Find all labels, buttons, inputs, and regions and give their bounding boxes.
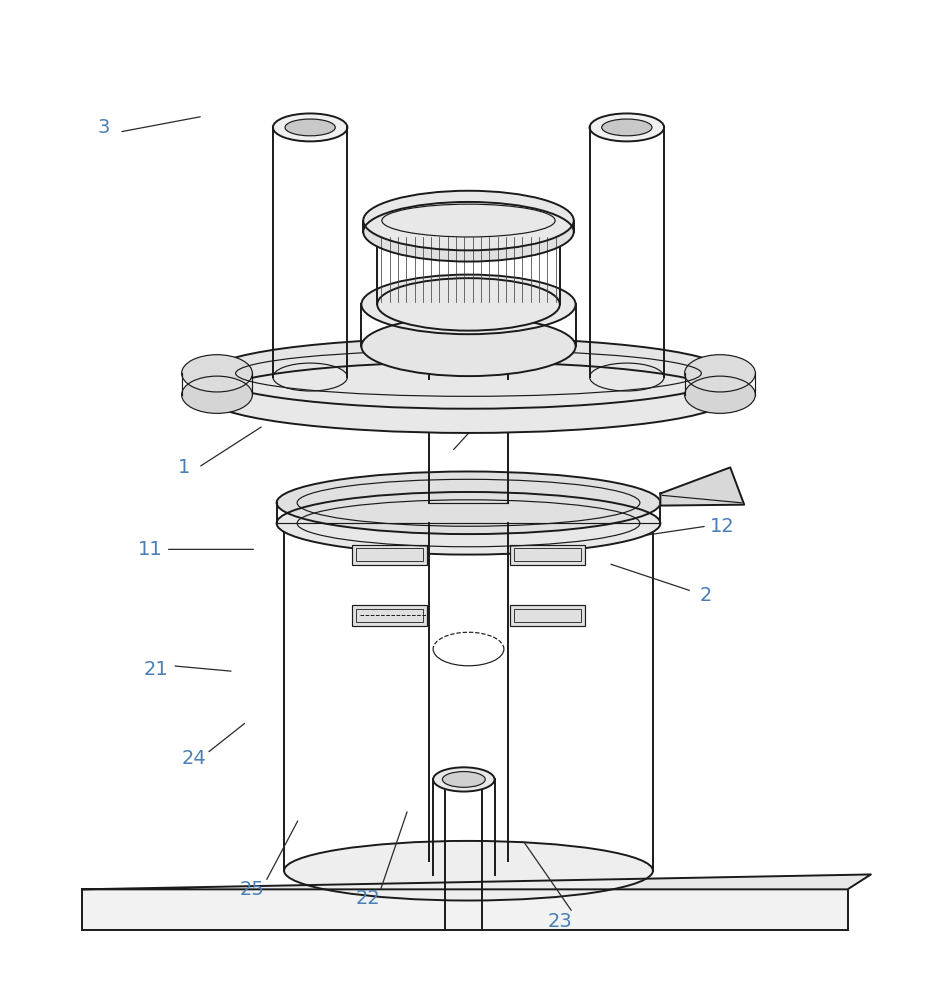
Ellipse shape	[182, 376, 252, 413]
Ellipse shape	[442, 772, 485, 787]
Ellipse shape	[272, 113, 347, 141]
Ellipse shape	[284, 841, 652, 901]
Ellipse shape	[363, 191, 573, 250]
Ellipse shape	[363, 202, 573, 262]
Ellipse shape	[208, 362, 728, 433]
Bar	[510, 605, 584, 626]
Text: 24: 24	[182, 749, 206, 768]
Bar	[510, 545, 584, 565]
Text: 11: 11	[138, 540, 162, 559]
Bar	[352, 605, 426, 626]
Ellipse shape	[684, 355, 754, 392]
Text: 1: 1	[178, 458, 190, 477]
Bar	[352, 545, 426, 565]
Ellipse shape	[361, 275, 575, 334]
Ellipse shape	[377, 278, 559, 331]
Ellipse shape	[601, 119, 651, 136]
Bar	[81, 889, 847, 930]
Polygon shape	[81, 874, 870, 889]
Text: 21: 21	[144, 660, 168, 679]
Ellipse shape	[432, 767, 494, 792]
Text: 25: 25	[240, 880, 265, 899]
Ellipse shape	[208, 338, 728, 409]
Ellipse shape	[377, 208, 559, 261]
Bar	[356, 609, 422, 622]
Bar	[514, 609, 580, 622]
Text: 26: 26	[495, 381, 519, 400]
Bar	[514, 548, 580, 561]
Ellipse shape	[182, 355, 252, 392]
Bar	[356, 548, 422, 561]
Polygon shape	[660, 467, 743, 506]
Ellipse shape	[589, 113, 664, 141]
Text: 23: 23	[547, 912, 572, 931]
Text: 12: 12	[709, 517, 734, 536]
Text: 3: 3	[97, 118, 110, 137]
Text: 2: 2	[699, 586, 711, 605]
Ellipse shape	[285, 119, 335, 136]
Ellipse shape	[276, 471, 660, 534]
Text: 22: 22	[355, 889, 380, 908]
Ellipse shape	[684, 376, 754, 413]
Ellipse shape	[361, 317, 575, 376]
Ellipse shape	[276, 492, 660, 555]
